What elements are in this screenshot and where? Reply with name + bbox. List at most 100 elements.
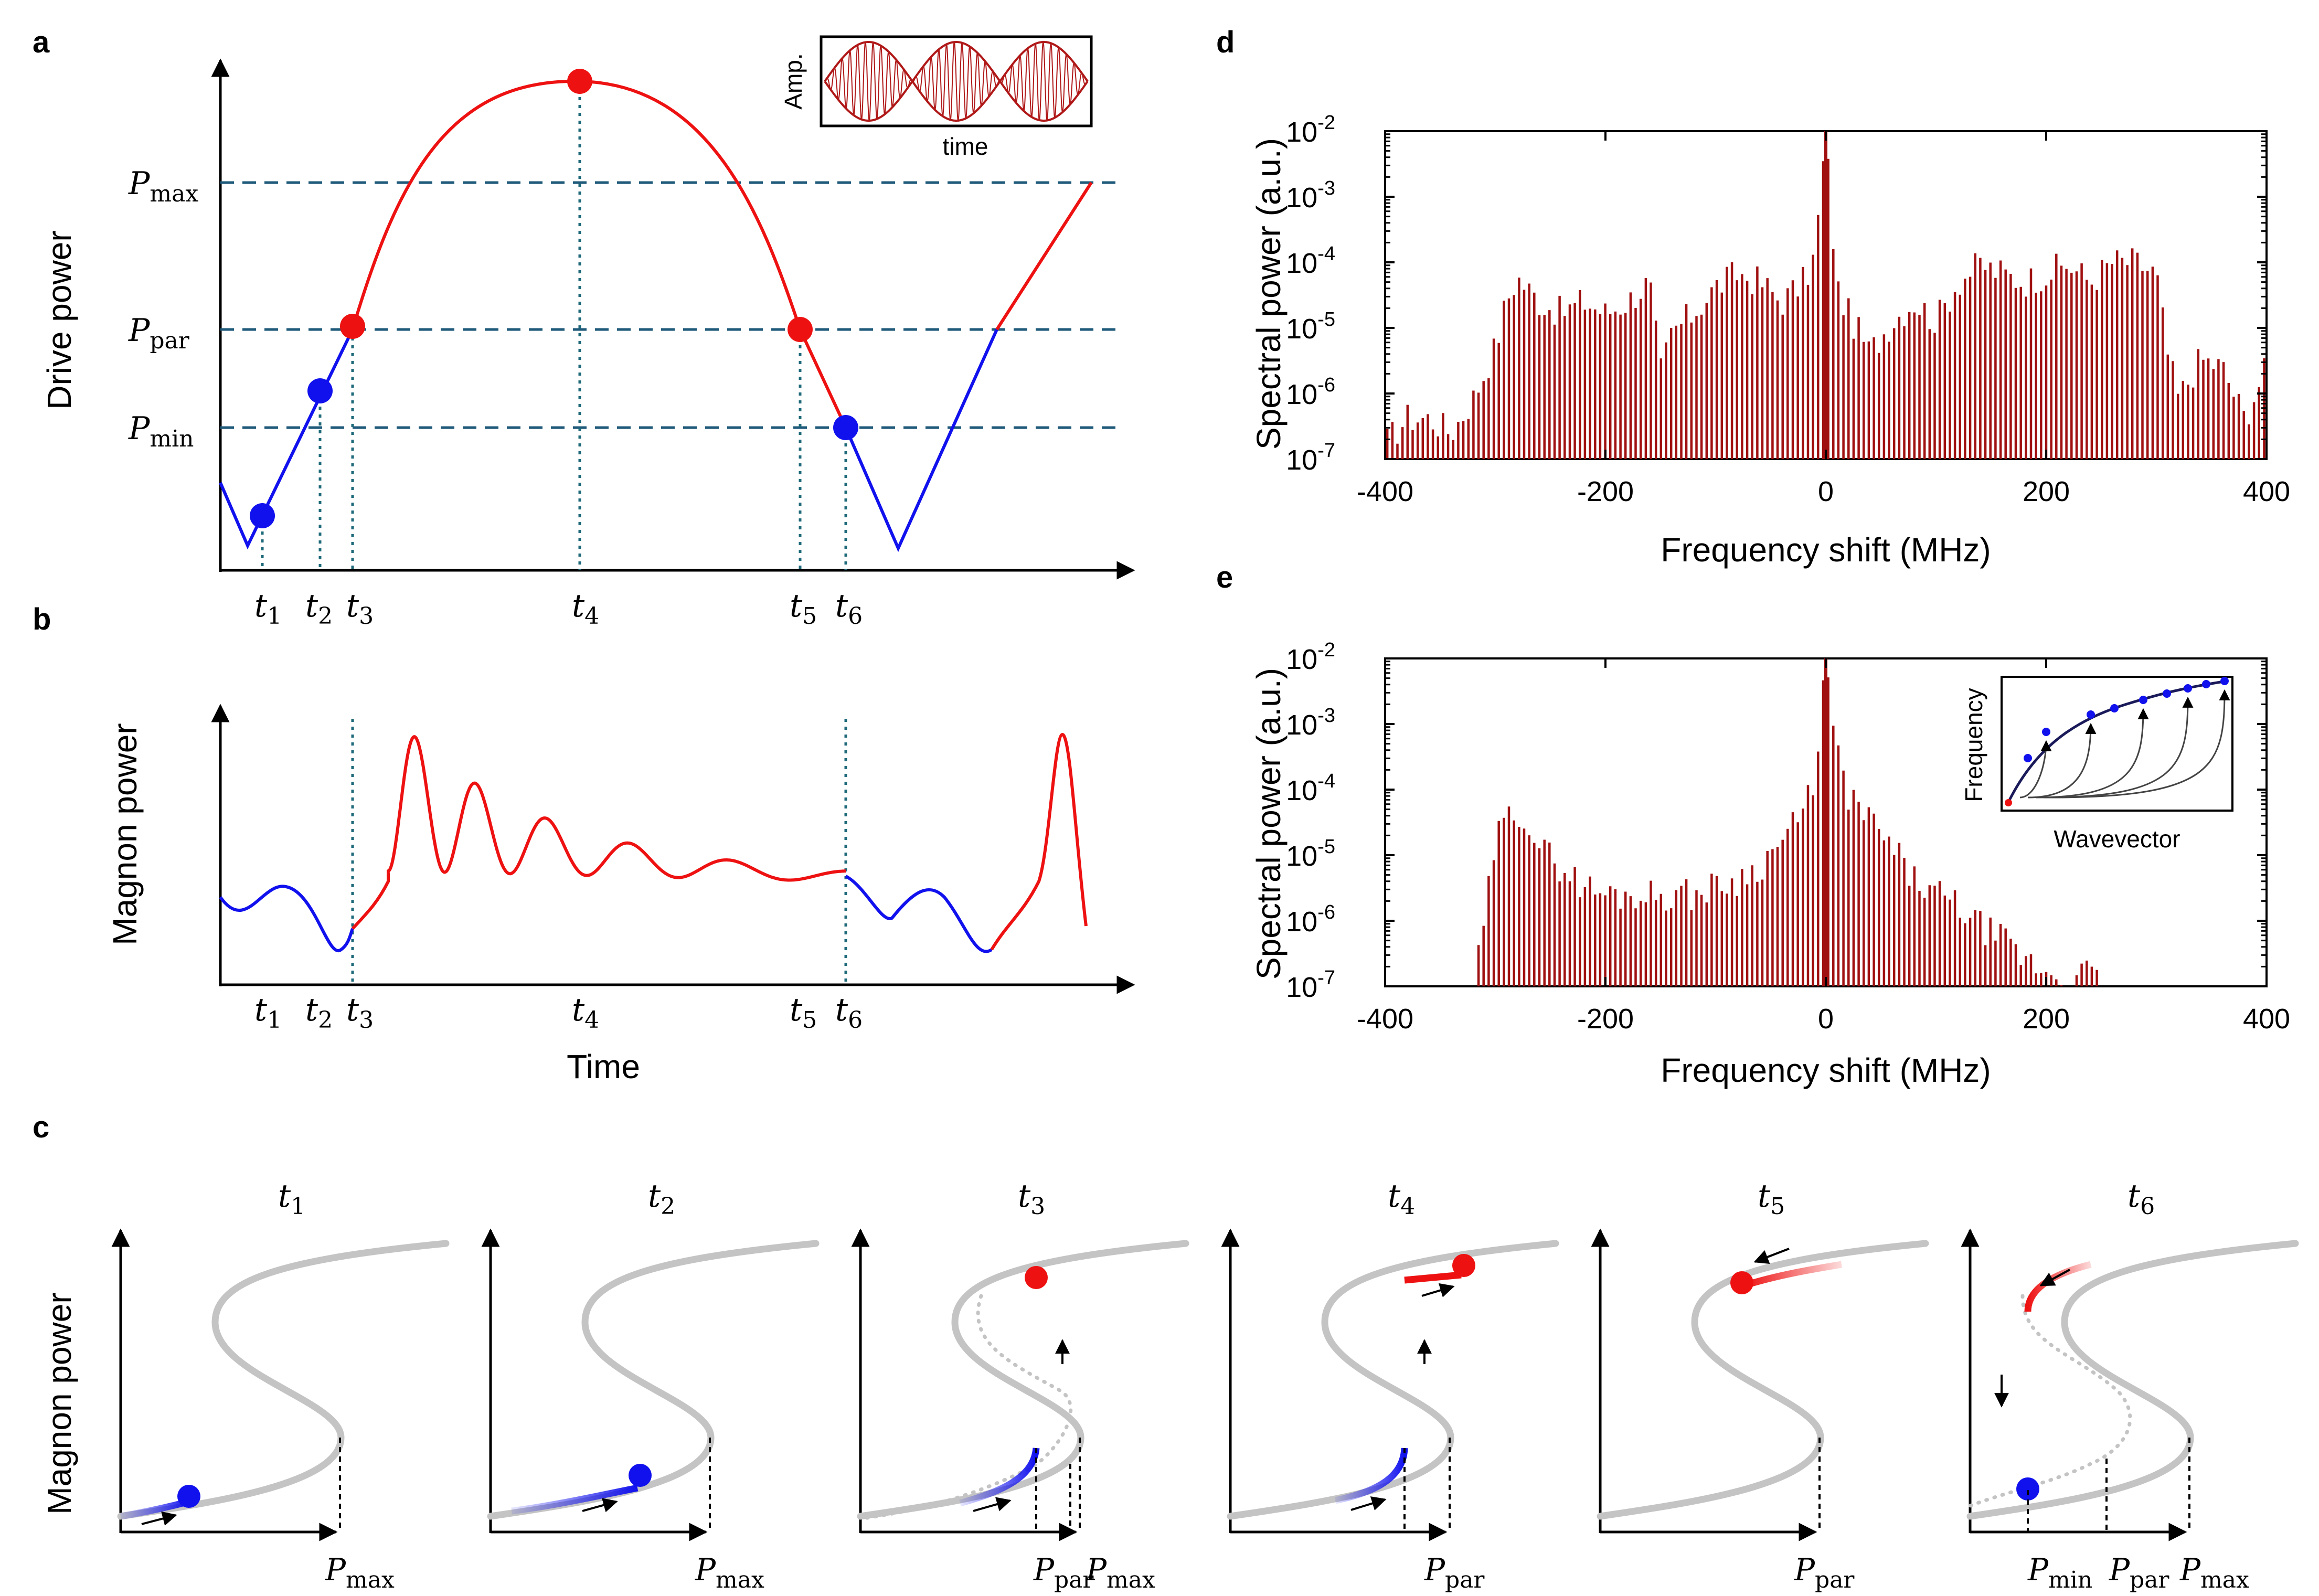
subplot-label-par: Ppar: [1794, 1552, 1855, 1593]
magnon-curve-red: [351, 735, 846, 930]
state-dot: [1452, 1254, 1475, 1277]
dispersion-point: [2139, 696, 2147, 704]
inset-carrier-wave: [824, 40, 1088, 122]
y-tick-label: 10-3: [1286, 705, 1335, 741]
dispersion-origin-dot: [2005, 799, 2012, 806]
dispersion-inset-frame: [2001, 676, 2233, 812]
dispersion-point: [2110, 704, 2119, 712]
scattering-arrow: [2035, 708, 2149, 799]
dispersion-point: [2042, 728, 2050, 736]
panel-a-time-labels: t1 t2 t3 t4 t5 t6: [254, 588, 863, 630]
panel-e-ticks: -400 -200 0 200 400 10-2 10-3 10-4 10-5 10-6 10-7: [1286, 639, 2290, 1035]
panel-a: a Drive power Pmax Ppar Pmin: [33, 25, 1135, 630]
state-dot: [1025, 1266, 1048, 1289]
inset-envelope-upper: [824, 41, 1089, 83]
x-tick-label: 200: [2023, 1003, 2070, 1035]
panel-b: b Magnon power t1 t2 t3 t4 t5 t6 Time: [33, 602, 1135, 1086]
s-curve: [487, 1240, 820, 1520]
direction-arrow: [973, 1497, 1012, 1512]
panel-b-time-markers: [351, 719, 847, 985]
panel-d-xlabel: Frequency shift (MHz): [1661, 531, 1991, 569]
y-tick-label: 10-6: [1286, 374, 1335, 410]
hysteresis-subplot-5: t5 Ppar: [1591, 1178, 1929, 1593]
subplot-label-min: Pmin: [2027, 1552, 2092, 1593]
panel-e-ylabel: Spectral power (a.u.): [1250, 668, 1288, 980]
subplot-label-par: Ppar: [2109, 1552, 2169, 1593]
subplot-title: t5: [1758, 1178, 1785, 1220]
dispersion-point: [2087, 710, 2095, 719]
subplot-title: t4: [1388, 1178, 1415, 1220]
scattering-arrow: [2043, 696, 2194, 799]
b-time-label-t3: t3: [346, 992, 374, 1034]
y-tick-label: 10-5: [1286, 308, 1335, 345]
b-time-label-t2: t2: [305, 992, 333, 1034]
x-tick-label: -200: [1577, 1003, 1634, 1035]
y-tick-label: 10-4: [1286, 770, 1335, 806]
direction-arrow: [2039, 1269, 2070, 1286]
panel-e-xlabel: Frequency shift (MHz): [1661, 1051, 1991, 1089]
dot-t3: [340, 314, 365, 339]
dispersion-point: [2202, 680, 2210, 688]
drive-curve-falling-blue: [844, 328, 998, 552]
panel-d-ticks: -400 -200 0 200 400 10-2 10-3 10-4 10-5 10-6 10-7: [1286, 112, 2290, 507]
label-pmax: Pmax: [128, 165, 198, 207]
y-tick-label: 10-2: [1286, 639, 1335, 675]
amplitude-inset: Amp. time: [780, 35, 1093, 160]
panel-letter-d: d: [1216, 25, 1235, 59]
inset-xlabel: time: [943, 133, 988, 160]
panel-letter-c: c: [33, 1110, 49, 1144]
drive-curve-rising-blue: [219, 328, 354, 550]
y-tick-label: 10-5: [1286, 836, 1335, 872]
time-label-t5: t5: [790, 588, 817, 630]
s-curve: [1597, 1240, 1929, 1520]
b-time-label-t6: t6: [835, 992, 863, 1034]
time-label-t6: t6: [835, 588, 863, 630]
x-tick-label: 200: [2023, 476, 2070, 507]
dot-t6: [833, 415, 858, 440]
x-tick-label: -400: [1357, 476, 1413, 507]
subplot-label-par: Ppar: [1033, 1552, 1094, 1593]
y-tick-label: 10-7: [1286, 967, 1335, 1003]
y-tick-label: 10-7: [1286, 440, 1335, 476]
state-trace: [1334, 1448, 1408, 1504]
s-curve: [1966, 1240, 2299, 1520]
panel-a-ylabel: Drive power: [40, 230, 78, 409]
dot-t2: [307, 378, 333, 403]
hysteresis-subplots: t1Pmaxt2Pmaxt3PparPmaxt4Ppart5Ppart6Pmin…: [111, 1178, 2299, 1593]
subplot-title: t6: [2127, 1178, 2155, 1220]
panel-c: c Magnon power t1Pmaxt2Pmaxt3PparPmaxt4P…: [33, 1110, 2299, 1593]
direction-arrow: [1753, 1248, 1790, 1264]
panel-e-bars: [1477, 658, 2098, 986]
dispersion-point: [2220, 677, 2229, 685]
dot-t1: [250, 503, 275, 528]
x-tick-label: 400: [2243, 476, 2290, 507]
hysteresis-subplot-2: t2 Pmax: [481, 1178, 820, 1593]
b-time-label-t1: t1: [254, 992, 282, 1034]
scattering-arrow: [2027, 722, 2097, 799]
scattering-arrow: [2019, 740, 2052, 799]
y-tick-label: 10-6: [1286, 901, 1335, 938]
subplot-label-par: Ppar: [1424, 1552, 1485, 1593]
subplot-label-max: Pmax: [1086, 1552, 1155, 1593]
dot-t4: [567, 69, 592, 94]
direction-arrow: [1421, 1283, 1455, 1297]
dispersion-point: [2024, 754, 2032, 762]
dispersion-arrows: [2005, 677, 2230, 806]
inset-envelope-lower: [824, 79, 1089, 122]
magnon-curve-blue-start: [219, 885, 354, 953]
s-curve: [117, 1240, 450, 1520]
state-dot: [629, 1464, 652, 1487]
subplot-label-max: Pmax: [2179, 1552, 2249, 1593]
label-ppar: Ppar: [128, 312, 190, 354]
direction-arrow: [141, 1511, 177, 1526]
shifted-s-curve: [858, 1294, 1073, 1521]
time-label-t4: t4: [572, 588, 599, 630]
panel-d: d Spectral power (a.u.) -400 -200 0 200 400 1…: [1216, 25, 2290, 569]
subplot-label-max: Pmax: [325, 1552, 395, 1593]
b-time-label-t4: t4: [572, 992, 599, 1034]
state-dot: [2016, 1477, 2039, 1501]
panel-letter-b: b: [33, 602, 51, 636]
drive-curve-red-end: [995, 182, 1093, 331]
shifted-s-curve: [1968, 1294, 2132, 1508]
dispersion-point: [2163, 689, 2171, 698]
